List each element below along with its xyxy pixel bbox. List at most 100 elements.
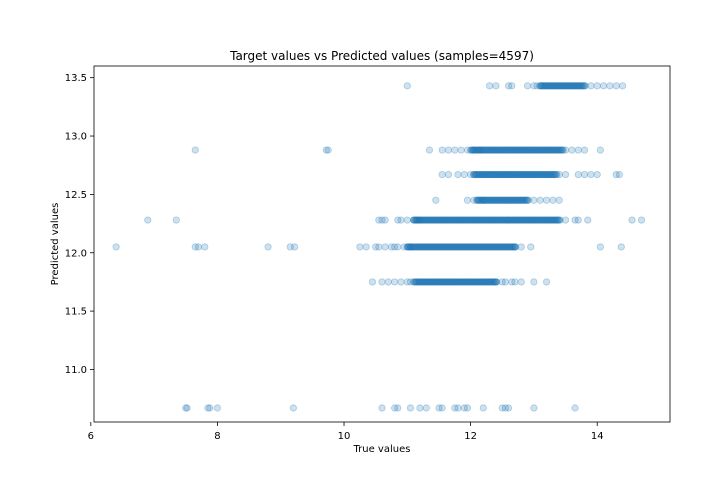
data-point: [551, 82, 559, 90]
data-point: [518, 216, 526, 224]
data-point: [525, 170, 533, 179]
data-point: [617, 243, 625, 251]
data-point: [462, 243, 470, 251]
data-point: [467, 278, 476, 286]
data-point: [432, 243, 441, 251]
data-point: [521, 196, 529, 204]
data-point: [539, 170, 548, 179]
data-point: [441, 278, 449, 286]
data-point: [492, 82, 500, 90]
data-point: [514, 216, 522, 224]
data-point: [535, 170, 544, 179]
data-point: [537, 216, 545, 224]
data-point: [479, 278, 487, 286]
data-point: [489, 196, 498, 204]
data-point: [414, 278, 422, 286]
data-point: [448, 216, 456, 224]
data-point: [520, 196, 528, 204]
data-point: [530, 404, 538, 412]
data-point: [493, 170, 502, 179]
data-point: [490, 243, 498, 251]
data-point: [555, 196, 563, 204]
data-point: [580, 82, 588, 90]
data-point: [506, 170, 514, 179]
data-point: [144, 216, 152, 224]
data-point: [474, 216, 483, 224]
data-point: [482, 243, 491, 251]
data-point: [413, 216, 422, 224]
data-point: [469, 278, 477, 286]
data-point: [451, 243, 459, 251]
data-point: [475, 196, 483, 204]
data-point: [529, 170, 537, 179]
data-point: [503, 216, 511, 224]
data-point: [490, 196, 498, 204]
data-point: [512, 216, 520, 224]
data-point: [403, 216, 411, 224]
data-point: [444, 243, 453, 251]
data-point: [378, 216, 386, 224]
data-point: [530, 146, 538, 154]
data-point: [525, 146, 533, 154]
data-point: [452, 216, 460, 224]
data-point: [541, 216, 549, 224]
data-point: [552, 170, 560, 179]
data-point: [532, 170, 540, 179]
data-point: [546, 146, 554, 154]
data-point: [488, 170, 496, 179]
data-point: [523, 170, 532, 179]
data-point: [442, 243, 450, 251]
data-point: [403, 243, 411, 251]
data-point: [478, 216, 487, 224]
data-point: [533, 146, 541, 154]
data-point: [438, 170, 446, 179]
data-point: [580, 82, 589, 90]
data-point: [473, 170, 481, 179]
data-point: [493, 170, 501, 179]
data-point: [504, 170, 513, 179]
data-point: [438, 216, 446, 224]
data-point: [437, 278, 445, 286]
data-point: [544, 216, 552, 224]
data-point: [508, 146, 517, 154]
data-point: [470, 216, 478, 224]
data-point: [461, 243, 469, 251]
data-point: [489, 170, 497, 179]
data-point: [440, 278, 449, 286]
data-point: [512, 170, 520, 179]
data-point: [487, 146, 495, 154]
data-point: [463, 216, 472, 224]
data-point: [436, 278, 445, 286]
data-point: [560, 82, 568, 90]
data-point: [478, 170, 487, 179]
data-point: [509, 216, 517, 224]
data-point: [569, 82, 578, 90]
data-point: [529, 146, 537, 154]
data-point: [501, 196, 510, 204]
data-point: [512, 170, 521, 179]
data-point: [551, 146, 559, 154]
data-point: [544, 146, 552, 154]
data-point: [429, 243, 438, 251]
data-point: [487, 216, 495, 224]
data-point: [548, 146, 556, 154]
data-point: [502, 216, 510, 224]
data-point: [457, 146, 465, 154]
data-point: [472, 243, 480, 251]
data-point: [411, 216, 419, 224]
data-point: [485, 216, 493, 224]
data-point: [596, 146, 604, 154]
data-point: [492, 243, 500, 251]
data-point: [472, 146, 480, 154]
data-point: [515, 216, 523, 224]
data-point: [572, 82, 580, 90]
data-point: [507, 170, 515, 179]
data-point: [452, 278, 460, 286]
data-point: [391, 278, 399, 286]
data-point: [498, 243, 506, 251]
data-point: [556, 82, 564, 90]
data-point: [460, 216, 468, 224]
data-point: [498, 404, 506, 412]
data-point: [547, 170, 555, 179]
data-point: [433, 243, 441, 251]
